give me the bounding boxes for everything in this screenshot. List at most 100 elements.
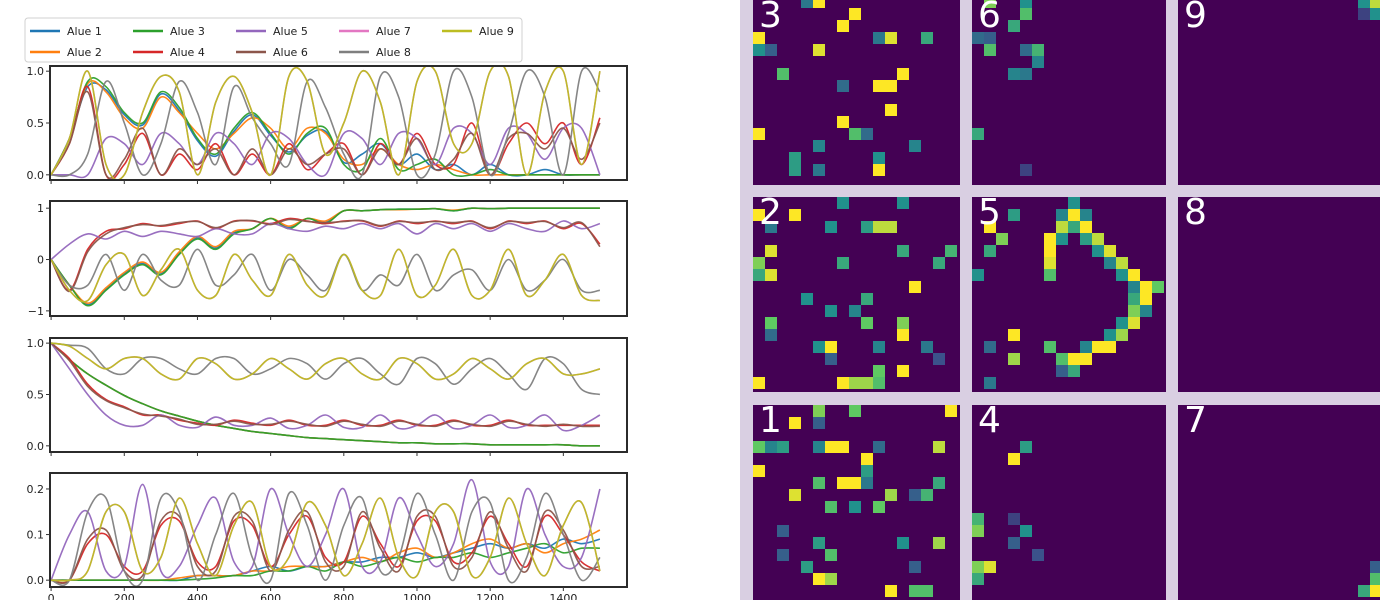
heatmap-cell: [897, 365, 909, 377]
heatmap-cell: [777, 525, 789, 537]
y-tick-label: 0: [37, 254, 44, 267]
heatmap-cell: [873, 164, 885, 176]
heatmap-cell: [1056, 365, 1068, 377]
y-tick-label: 0.0: [27, 440, 45, 453]
heatmap-cell: [1044, 269, 1056, 281]
plot-lines: [50, 478, 601, 587]
heatmap-cell: [1104, 329, 1116, 341]
x-tick-label: 600: [260, 592, 281, 600]
heatmap-cell: [861, 317, 873, 329]
heatmap-cell: [765, 317, 777, 329]
subplots: 0.0 0.5 1.0 −1 0 1 0.0 0.5 1.0 0.0 0.1 0.2 0 200 400 60…: [27, 65, 628, 600]
panel-number-label: 6: [978, 0, 1001, 36]
series-line-alue-3: [50, 77, 600, 177]
heatmap-cell: [972, 128, 984, 140]
heatmap-cell: [765, 44, 777, 56]
heatmap-cell: [1128, 281, 1140, 293]
heatmap-cell: [1020, 525, 1032, 537]
heatmap-cell: [933, 441, 945, 453]
heatmap-cell: [1152, 281, 1164, 293]
heatmap-cell: [972, 513, 984, 525]
heatmap-cell: [1104, 245, 1116, 257]
heatmap-cell: [753, 44, 765, 56]
y-tick-label: 0.2: [27, 483, 45, 496]
heatmap-cell: [873, 377, 885, 389]
heatmap-cell: [825, 573, 837, 585]
heatmap-cell: [1370, 8, 1380, 20]
heatmap-cell: [1068, 197, 1080, 209]
panel-number-label: 7: [1184, 405, 1207, 441]
heatmap-cell: [897, 197, 909, 209]
heatmap-cell: [909, 281, 921, 293]
legend-label: Alue 5: [273, 25, 308, 38]
series-line-alue-9: [50, 66, 601, 180]
heatmap-cell: [1068, 353, 1080, 365]
panel-number-label: 3: [759, 0, 782, 36]
heatmap-grid: 1 2 3 4 5 6 7 8 9: [740, 0, 1380, 600]
heatmap-cell: [1020, 441, 1032, 453]
heatmap-cell: [813, 441, 825, 453]
legend-label: Alue 4: [170, 46, 205, 59]
heatmap-cell: [1008, 353, 1020, 365]
heatmap-cell: [1008, 453, 1020, 465]
axes-frame: [49, 200, 628, 317]
series-line-alue-5: [51, 122, 601, 179]
legend-item: Alue 9: [442, 25, 514, 38]
series-line-alue-9: [50, 248, 601, 303]
heatmap-cell: [873, 341, 885, 353]
heatmap-cell: [945, 245, 957, 257]
heatmap-cell: [1080, 221, 1092, 233]
heatmap-cell: [1092, 245, 1104, 257]
heatmap-cell: [1140, 293, 1152, 305]
heatmap-cell: [813, 140, 825, 152]
heatmap-cell: [1140, 281, 1152, 293]
axes-frame: [49, 472, 628, 588]
heatmap-panel-6: 6: [972, 0, 1166, 185]
heatmap-cell: [825, 441, 837, 453]
heatmap-cell: [753, 32, 765, 44]
heatmap-panel-9: 9: [1178, 0, 1380, 185]
heatmap-cell: [1008, 20, 1020, 32]
heatmap-panel-2: 2: [753, 197, 960, 392]
heatmap-cell: [1370, 0, 1380, 8]
legend-item: Alue 4: [133, 46, 205, 59]
heatmap-panel-7: 7: [1178, 405, 1380, 600]
heatmap-panel-3: 3: [753, 0, 960, 185]
y-tick-label: 0.0: [27, 574, 45, 587]
heatmap-cell: [873, 501, 885, 513]
heatmap-cell: [837, 116, 849, 128]
heatmap-cell: [837, 80, 849, 92]
x-tick-label: 400: [187, 592, 208, 600]
legend: Alue 1 Alue 2 Alue 3 Alue 4 Alue 5 Alue 6 Alue…: [24, 17, 523, 63]
heatmap-cell: [897, 537, 909, 549]
heatmap-cell: [972, 525, 984, 537]
heatmap-panel-4: 4: [972, 405, 1166, 600]
y-tick-label: 0.1: [27, 529, 45, 542]
x-tick-label: 1400: [549, 592, 577, 600]
heatmap-cell: [837, 477, 849, 489]
heatmap-cell: [753, 128, 765, 140]
heatmap-cell: [849, 305, 861, 317]
heatmap-cell: [1358, 0, 1370, 8]
heatmap-cell: [849, 501, 861, 513]
heatmap-cell: [873, 152, 885, 164]
heatmap-cell: [1116, 269, 1128, 281]
heatmap-cell: [933, 477, 945, 489]
heatmap-cell: [1008, 537, 1020, 549]
heatmap-panel-1: 1: [753, 405, 960, 600]
subplot-3: 0.0 0.5 1.0: [27, 337, 628, 456]
heatmap-cell: [1370, 561, 1380, 573]
heatmap-cell: [849, 128, 861, 140]
heatmap-cell: [972, 573, 984, 585]
series-line-alue-8: [51, 67, 601, 180]
heatmap-cell: [984, 32, 996, 44]
heatmap-cell: [801, 0, 813, 8]
heatmap-cell: [1116, 329, 1128, 341]
heatmap-cell: [897, 68, 909, 80]
heatmap-cell: [972, 269, 984, 281]
heatmap-cell: [984, 377, 996, 389]
heatmap-cell: [1044, 341, 1056, 353]
series-line-alue-8: [50, 490, 601, 587]
subplot-1: 0.0 0.5 1.0: [27, 65, 628, 184]
heatmap-cell: [801, 561, 813, 573]
